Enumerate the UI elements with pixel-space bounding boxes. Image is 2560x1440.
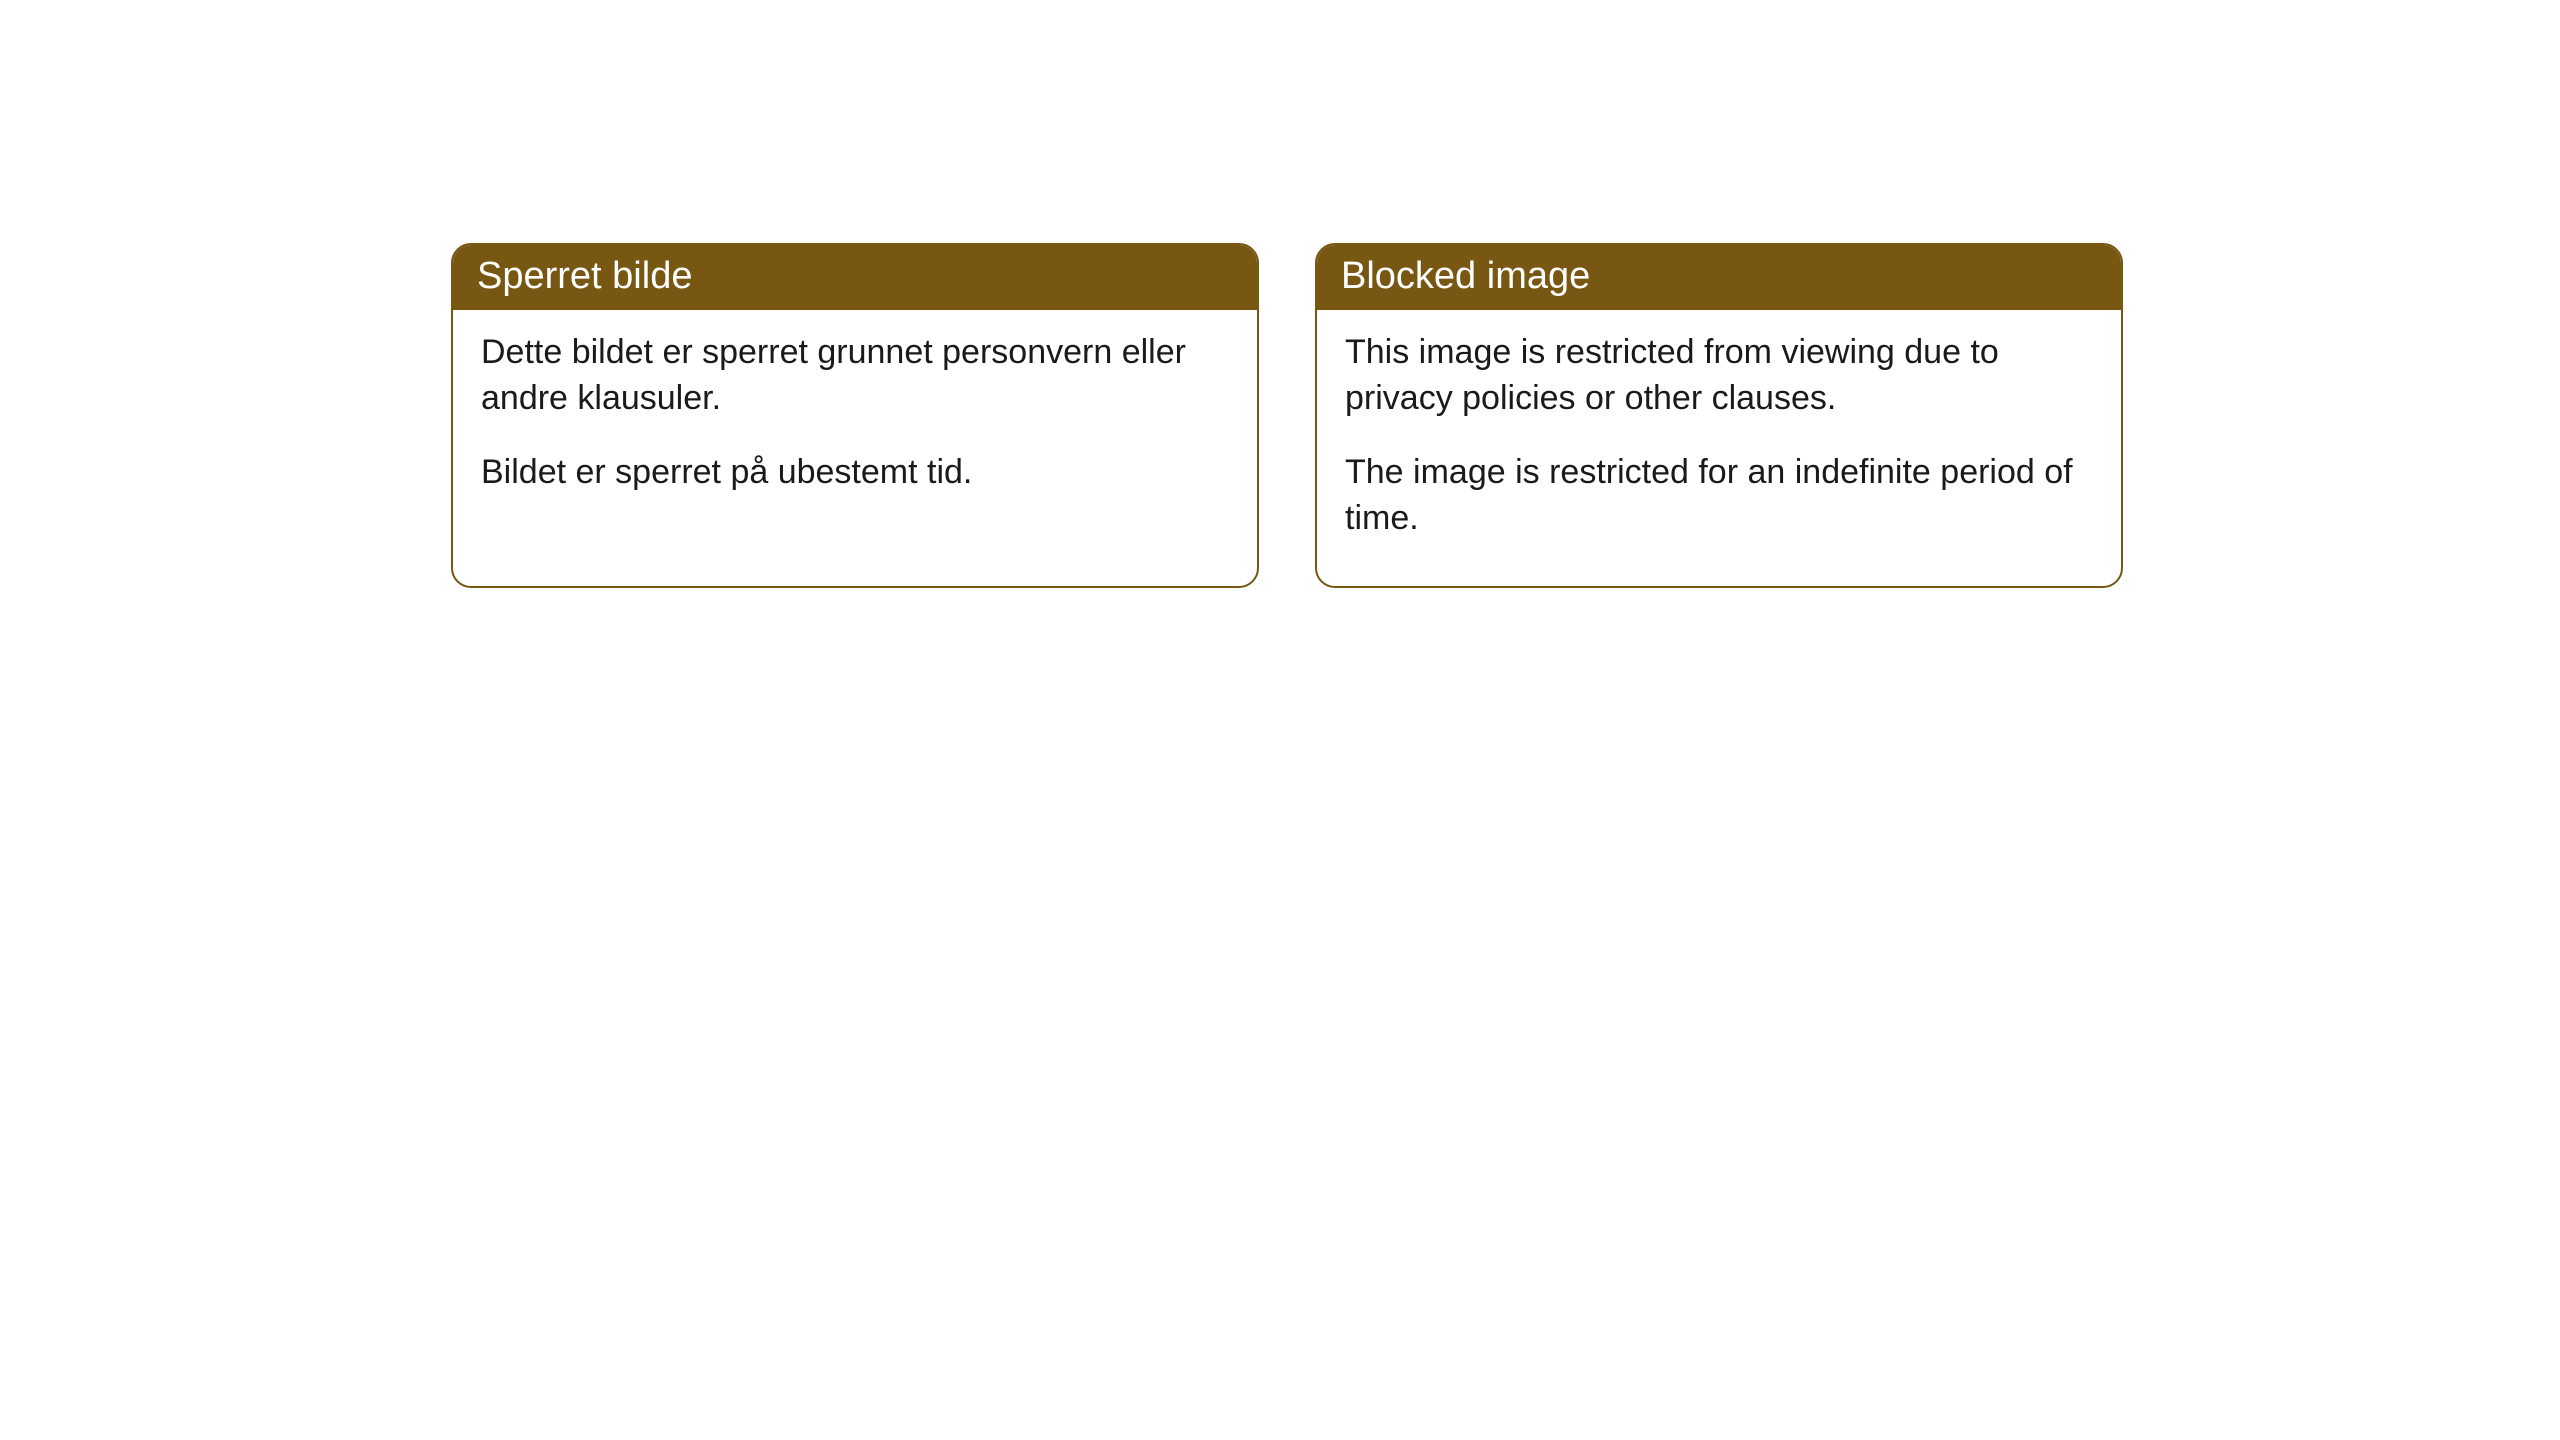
notice-paragraph: This image is restricted from viewing du…: [1345, 330, 2093, 422]
notice-header-english: Blocked image: [1317, 245, 2121, 310]
notice-body-norwegian: Dette bildet er sperret grunnet personve…: [453, 310, 1257, 540]
notice-container: Sperret bilde Dette bildet er sperret gr…: [451, 243, 2123, 588]
notice-header-norwegian: Sperret bilde: [453, 245, 1257, 310]
notice-paragraph: Dette bildet er sperret grunnet personve…: [481, 330, 1229, 422]
notice-paragraph: Bildet er sperret på ubestemt tid.: [481, 450, 1229, 496]
notice-card-norwegian: Sperret bilde Dette bildet er sperret gr…: [451, 243, 1259, 588]
notice-card-english: Blocked image This image is restricted f…: [1315, 243, 2123, 588]
notice-title: Blocked image: [1341, 255, 1590, 297]
notice-title: Sperret bilde: [477, 255, 692, 297]
notice-paragraph: The image is restricted for an indefinit…: [1345, 450, 2093, 542]
notice-body-english: This image is restricted from viewing du…: [1317, 310, 2121, 586]
